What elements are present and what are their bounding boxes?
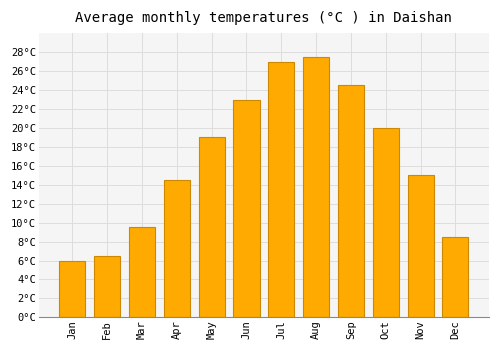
Bar [442,237,468,317]
Bar [268,62,294,317]
Bar [60,260,86,317]
Bar [408,175,434,317]
Bar [338,85,364,317]
Bar [303,57,329,317]
Bar [94,256,120,317]
Bar [372,128,399,317]
Bar [164,180,190,317]
Bar [198,138,224,317]
Bar [234,99,260,317]
Title: Average monthly temperatures (°C ) in Daishan: Average monthly temperatures (°C ) in Da… [76,11,452,25]
Bar [129,228,155,317]
